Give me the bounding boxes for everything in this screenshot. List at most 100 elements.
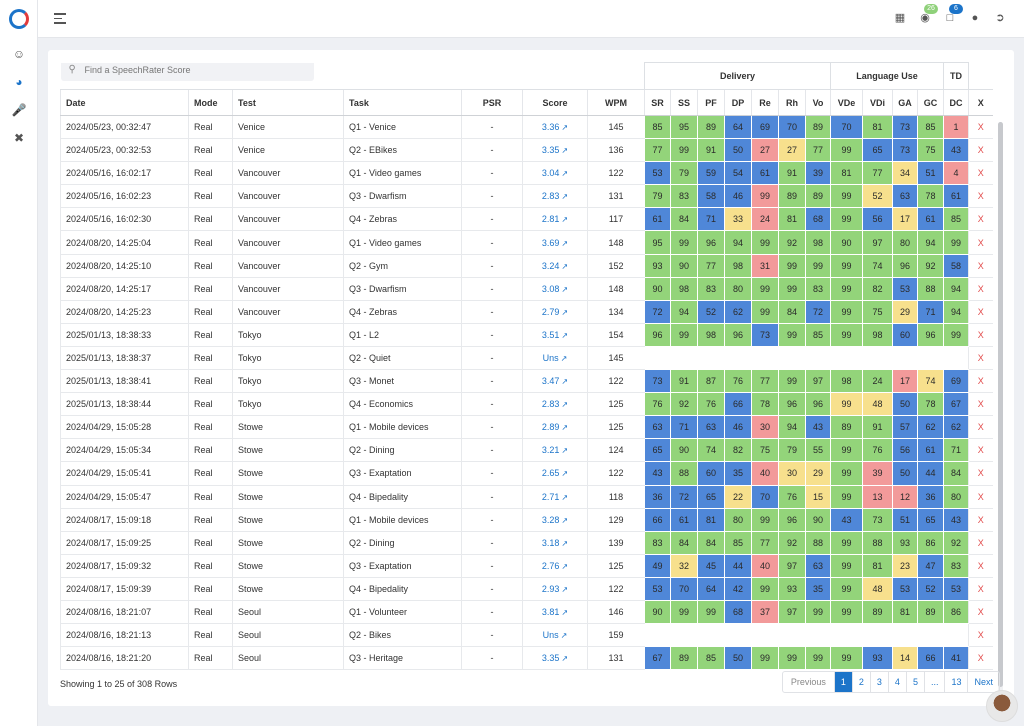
delete-button[interactable]: X: [968, 577, 993, 601]
column-header-gc[interactable]: GC: [917, 89, 944, 116]
score-link[interactable]: 3.35 ↗: [542, 653, 568, 663]
delete-button[interactable]: X: [968, 138, 993, 163]
score-link[interactable]: 2.93 ↗: [542, 584, 568, 594]
column-header-pf[interactable]: PF: [697, 89, 725, 116]
score-link[interactable]: 3.21 ↗: [542, 445, 568, 455]
chat-icon[interactable]: ▦: [894, 12, 906, 24]
avatar[interactable]: [986, 690, 1018, 722]
table-row[interactable]: 2024/05/16, 16:02:23 Real Vancouver Q3 - Dw…: [60, 184, 993, 209]
score-link[interactable]: 2.81 ↗: [542, 214, 568, 224]
delete-button[interactable]: X: [968, 277, 993, 301]
delete-button[interactable]: X: [968, 508, 993, 532]
table-row[interactable]: 2024/08/20, 14:25:23 Real Vancouver Q4 - Ze…: [60, 300, 993, 324]
table-row[interactable]: 2024/05/16, 16:02:17 Real Vancouver Q1 - Vi…: [60, 161, 993, 186]
column-header-ga[interactable]: GA: [892, 89, 918, 116]
column-header-re[interactable]: Re: [751, 89, 779, 116]
page-13[interactable]: 13: [944, 672, 967, 692]
column-header-rh[interactable]: Rh: [778, 89, 806, 116]
column-header-test[interactable]: Test: [232, 89, 344, 116]
page-5[interactable]: 5: [905, 672, 924, 692]
score-link[interactable]: Uns ↗: [543, 630, 568, 640]
column-header-date[interactable]: Date: [60, 89, 189, 116]
delete-button[interactable]: X: [968, 254, 993, 278]
table-row[interactable]: 2024/08/17, 15:09:32 Real Stowe Q3 - Exapta…: [60, 554, 993, 578]
delete-button[interactable]: X: [968, 115, 993, 140]
column-header-mode[interactable]: Mode: [188, 89, 233, 116]
users-icon[interactable]: ☺: [12, 47, 26, 61]
page-1[interactable]: 1: [833, 672, 852, 692]
next-button[interactable]: Next: [967, 672, 999, 692]
menu-icon[interactable]: [54, 13, 66, 24]
table-row[interactable]: 2024/05/23, 00:32:47 Real Venice Q1 - Venic…: [60, 115, 993, 140]
delete-button[interactable]: X: [968, 485, 993, 509]
score-link[interactable]: 3.24 ↗: [542, 261, 568, 271]
page-ellipsis[interactable]: ...: [923, 672, 945, 692]
table-row[interactable]: 2025/01/13, 18:38:41 Real Tokyo Q3 - Monet -…: [60, 369, 993, 394]
table-row[interactable]: 2024/08/17, 15:09:39 Real Stowe Q4 - Bipeda…: [60, 577, 993, 601]
table-row[interactable]: 2024/04/29, 15:05:28 Real Stowe Q1 - Mobile…: [60, 415, 993, 440]
page-4[interactable]: 4: [887, 672, 906, 692]
score-link[interactable]: 3.47 ↗: [542, 376, 568, 386]
table-row[interactable]: 2024/05/23, 00:32:53 Real Venice Q2 - EBike…: [60, 138, 993, 163]
microphone-icon[interactable]: 🎤: [11, 103, 27, 117]
score-link[interactable]: 3.08 ↗: [542, 284, 568, 294]
column-header-score[interactable]: Score: [522, 89, 588, 116]
table-row[interactable]: 2024/08/20, 14:25:10 Real Vancouver Q2 - Gy…: [60, 254, 993, 278]
score-link[interactable]: 2.89 ↗: [542, 422, 568, 432]
table-row[interactable]: 2024/08/16, 18:21:13 Real Seoul Q2 - Bikes -…: [60, 623, 993, 648]
delete-button[interactable]: X: [968, 346, 993, 371]
lock-icon[interactable]: □ 6: [943, 4, 963, 25]
scrollbar-thumb[interactable]: [998, 122, 1003, 687]
column-header-sr[interactable]: SR: [644, 89, 671, 116]
score-link[interactable]: 3.69 ↗: [542, 238, 568, 248]
search-input[interactable]: [84, 62, 305, 78]
app-logo[interactable]: [9, 9, 29, 29]
delete-button[interactable]: X: [968, 438, 993, 463]
delete-button[interactable]: X: [968, 369, 993, 394]
delete-button[interactable]: X: [968, 554, 993, 578]
column-header-x[interactable]: X: [968, 89, 993, 116]
column-header-vo[interactable]: Vo: [805, 89, 831, 116]
table-scrollbar[interactable]: [998, 122, 1003, 692]
table-row[interactable]: 2024/08/20, 14:25:04 Real Vancouver Q1 - Vi…: [60, 230, 993, 255]
score-link[interactable]: 3.18 ↗: [542, 538, 568, 548]
delete-button[interactable]: X: [968, 161, 993, 186]
table-row[interactable]: 2025/01/13, 18:38:33 Real Tokyo Q1 - L2- 3.5…: [60, 323, 993, 347]
page-2[interactable]: 2: [851, 672, 870, 692]
table-row[interactable]: 2025/01/13, 18:38:44 Real Tokyo Q4 - Econom…: [60, 392, 993, 417]
delete-button[interactable]: X: [968, 415, 993, 440]
score-link[interactable]: 2.79 ↗: [542, 307, 568, 317]
delete-button[interactable]: X: [968, 600, 993, 625]
score-link[interactable]: 3.35 ↗: [542, 145, 568, 155]
page-3[interactable]: 3: [869, 672, 888, 692]
delete-button[interactable]: X: [968, 392, 993, 417]
column-header-dp[interactable]: DP: [724, 89, 752, 116]
delete-button[interactable]: X: [968, 300, 993, 324]
score-link[interactable]: 3.51 ↗: [542, 330, 568, 340]
column-header-psr[interactable]: PSR: [461, 89, 523, 116]
score-link[interactable]: 2.83 ↗: [542, 191, 568, 201]
score-link[interactable]: 3.04 ↗: [542, 168, 568, 178]
record-icon[interactable]: ◉ 26: [918, 4, 938, 25]
tools-icon[interactable]: ✖: [13, 131, 25, 145]
table-row[interactable]: 2024/08/16, 18:21:07 Real Seoul Q1 - Volunt…: [60, 600, 993, 625]
previous-button[interactable]: Previous: [790, 677, 826, 687]
column-header-vde[interactable]: VDe: [830, 89, 863, 116]
column-header-task[interactable]: Task: [343, 89, 462, 116]
delete-button[interactable]: X: [968, 646, 993, 671]
account-icon[interactable]: ●: [971, 12, 979, 24]
delete-button[interactable]: X: [968, 184, 993, 209]
score-link[interactable]: 3.36 ↗: [542, 122, 568, 132]
table-row[interactable]: 2024/08/20, 14:25:17 Real Vancouver Q3 - Dw…: [60, 277, 993, 301]
table-row[interactable]: 2024/04/29, 15:05:41 Real Stowe Q3 - Exapta…: [60, 461, 993, 486]
score-link[interactable]: 2.71 ↗: [542, 492, 568, 502]
table-row[interactable]: 2024/04/29, 15:05:47 Real Stowe Q4 - Bipeda…: [60, 485, 993, 509]
delete-button[interactable]: X: [968, 323, 993, 347]
column-header-dc[interactable]: DC: [943, 89, 969, 116]
pie-chart-icon[interactable]: ◕: [15, 75, 23, 89]
score-link[interactable]: 2.83 ↗: [542, 399, 568, 409]
score-link[interactable]: 3.28 ↗: [542, 515, 568, 525]
column-header-vdi[interactable]: VDi: [862, 89, 893, 116]
column-header-ss[interactable]: SS: [670, 89, 698, 116]
table-row[interactable]: 2024/04/29, 15:05:34 Real Stowe Q2 - Dining…: [60, 438, 993, 463]
